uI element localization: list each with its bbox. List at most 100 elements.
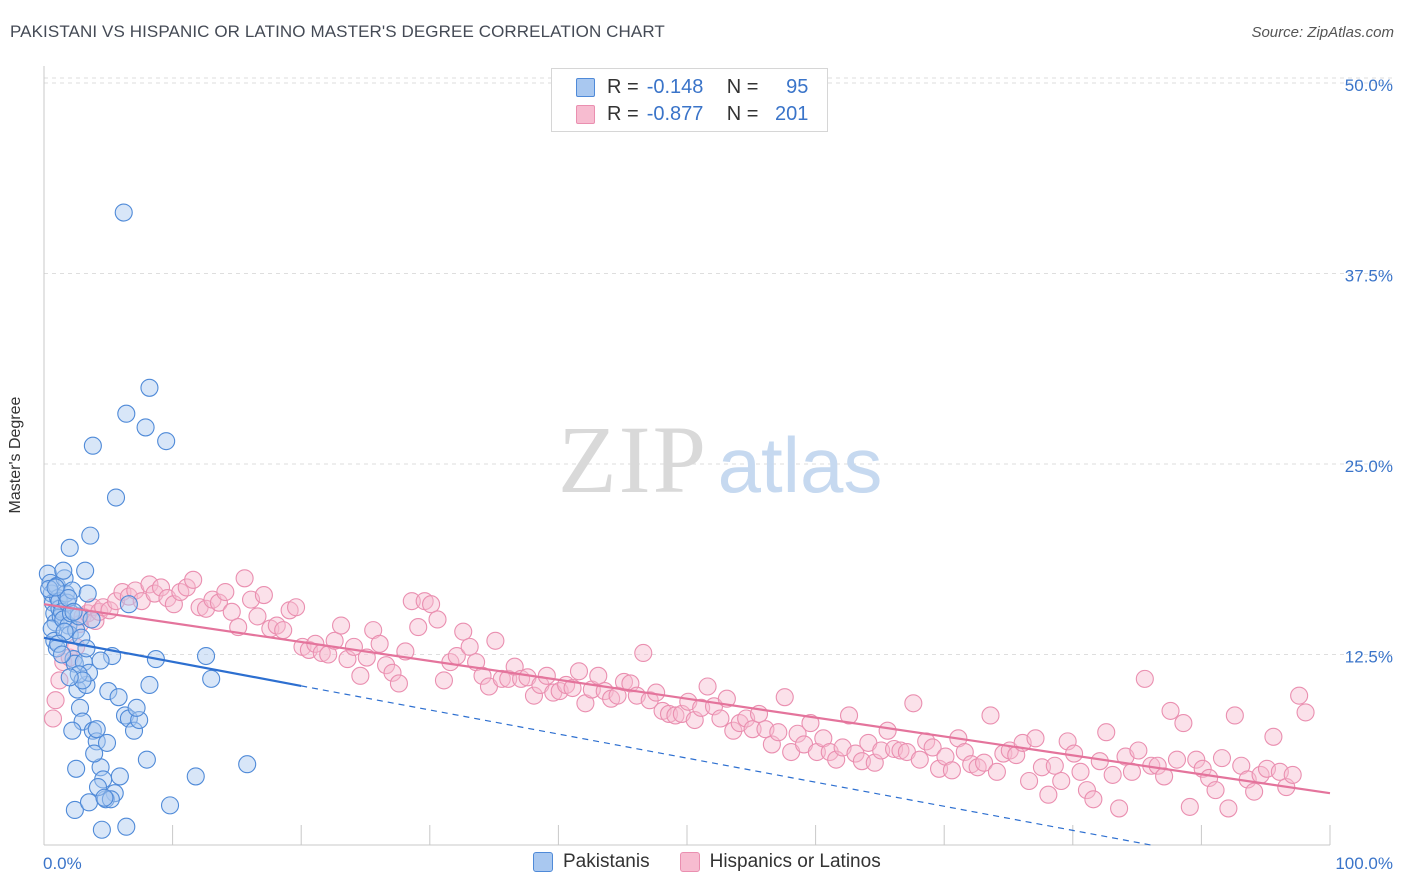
hispanic-point xyxy=(788,724,807,743)
hispanic-point xyxy=(1245,782,1264,801)
hispanic-point xyxy=(140,575,159,594)
pakistani-point xyxy=(238,755,257,774)
pakistani-point xyxy=(40,579,59,599)
hispanic-point xyxy=(659,704,679,723)
hispanic-point xyxy=(351,666,370,685)
pakistani-point xyxy=(76,561,95,580)
hispanic-point xyxy=(287,598,306,617)
gridlines xyxy=(44,77,1395,655)
hispanic-point xyxy=(904,694,923,713)
hispanic-points xyxy=(43,569,1315,818)
hispanic-point xyxy=(274,621,293,640)
pakistani-point xyxy=(78,584,97,603)
pakistani-point xyxy=(67,759,86,778)
hispanic-point xyxy=(184,570,203,589)
legend-swatch-hispanics xyxy=(679,852,700,872)
hispanic-point xyxy=(1026,729,1045,748)
hispanic-point xyxy=(711,709,730,728)
pakistani-point xyxy=(91,651,110,670)
pakistani-point xyxy=(83,436,102,455)
hispanic-point xyxy=(1290,686,1309,705)
pakistani-point xyxy=(109,688,128,707)
hispanic-point xyxy=(698,677,717,696)
hispanic-point xyxy=(1084,790,1103,809)
pakistani-point xyxy=(73,712,92,731)
hispanic-point xyxy=(942,761,961,780)
hispanic-point xyxy=(267,616,286,635)
hispanic-point xyxy=(1296,703,1315,722)
hispanic-point xyxy=(968,758,987,777)
hispanic-point xyxy=(1097,723,1116,742)
hispanic-point xyxy=(151,578,171,597)
pakistani-point xyxy=(124,721,144,740)
hispanic-point xyxy=(171,582,190,602)
hispanic-point xyxy=(1077,781,1096,800)
hispanic-point xyxy=(1180,797,1199,816)
hispanic-point xyxy=(422,595,441,614)
hispanic-point xyxy=(923,738,942,757)
pakistani-point xyxy=(52,645,72,664)
legend-r-value-hispanics: -0.877 xyxy=(646,102,704,125)
pakistani-point xyxy=(97,733,117,752)
hispanic-point xyxy=(1174,714,1193,733)
pakistani-point xyxy=(65,800,84,819)
hispanic-point xyxy=(569,662,589,681)
legend-n-label: N = xyxy=(726,75,759,98)
pakistani-point xyxy=(88,778,108,797)
pakistani-point xyxy=(110,767,129,786)
hispanic-point xyxy=(46,691,65,710)
x-tick-label-end: 100.0% xyxy=(1335,854,1393,873)
hispanic-point xyxy=(1212,749,1232,768)
hispanic-point xyxy=(1110,799,1129,818)
correlation-legend: R = -0.148 N = 95 R = -0.877 N = 201 xyxy=(551,68,828,132)
hispanic-point xyxy=(975,753,994,772)
pakistani-point xyxy=(101,790,120,809)
hispanic-point xyxy=(634,643,653,663)
pakistani-point xyxy=(106,488,126,507)
legend-n-value-hispanics: 201 xyxy=(775,102,809,125)
hispanic-point xyxy=(254,586,273,605)
hispanic-point xyxy=(801,714,820,733)
hispanic-point xyxy=(402,592,421,611)
hispanic-point xyxy=(377,656,396,675)
hispanic-point xyxy=(839,706,859,725)
hispanic-point xyxy=(666,706,685,725)
hispanic-point xyxy=(1103,765,1122,784)
legend-swatch-hispanics xyxy=(576,104,595,124)
hispanic-point xyxy=(486,631,505,650)
pakistani-point xyxy=(64,602,83,621)
legend-r-value-pakistanis: -0.148 xyxy=(646,75,704,98)
pakistani-point xyxy=(72,628,91,647)
pakistani-point xyxy=(59,589,78,608)
legend-item-hispanics[interactable]: Hispanics or Latinos xyxy=(679,851,881,873)
hispanic-point xyxy=(235,569,254,588)
pakistani-trend-line xyxy=(43,636,302,687)
hispanic-point xyxy=(1020,771,1039,791)
pakistani-point xyxy=(60,668,79,687)
hispanic-point xyxy=(1052,771,1071,791)
hispanic-point xyxy=(524,686,544,705)
pakistani-point xyxy=(157,432,176,451)
legend-swatch-pakistanis xyxy=(576,77,595,97)
hispanic-point xyxy=(775,688,794,707)
pakistani-point xyxy=(95,788,114,807)
hispanic-point xyxy=(428,610,447,629)
legend-r-label: R = xyxy=(607,102,639,125)
series-legend: Pakistanis Hispanics or Latinos xyxy=(533,851,911,873)
hispanic-point xyxy=(325,631,344,650)
legend-row-hispanics: R = -0.877 N = 201 xyxy=(552,101,808,127)
hispanic-point xyxy=(910,750,929,769)
hispanic-point xyxy=(50,671,69,690)
hispanic-point xyxy=(846,744,865,763)
pakistani-point xyxy=(92,820,111,839)
hispanic-point xyxy=(43,709,63,728)
chart-title: PAKISTANI VS HISPANIC OR LATINO MASTER'S… xyxy=(10,22,665,41)
legend-item-pakistanis[interactable]: Pakistanis xyxy=(533,851,650,873)
hispanic-point xyxy=(460,637,479,656)
pakistani-point xyxy=(137,750,156,769)
hispanic-point xyxy=(891,741,910,760)
x-tick-label-start: 0.0% xyxy=(43,854,82,873)
pakistani-point xyxy=(202,669,221,688)
hispanic-point xyxy=(1225,706,1244,725)
hispanic-point xyxy=(1187,750,1206,769)
